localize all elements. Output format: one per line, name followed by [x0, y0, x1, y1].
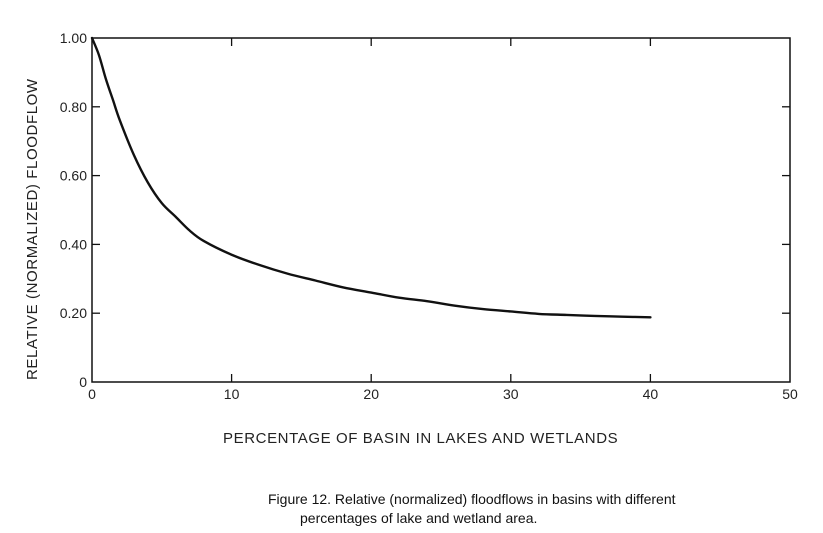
y-tick-label: 0.40: [60, 236, 87, 252]
y-tick-label: 0: [79, 374, 87, 390]
x-tick-label: 50: [782, 386, 798, 402]
y-tick-label: 0.20: [60, 305, 87, 321]
x-axis-title: PERCENTAGE OF BASIN IN LAKES AND WETLAND…: [223, 430, 618, 447]
x-tick-label: 0: [88, 386, 96, 402]
x-tick-label: 20: [363, 386, 379, 402]
x-tick-labels: 0 10 20 30 40 50: [88, 386, 798, 402]
figure-caption-line-2: percentages of lake and wetland area.: [300, 510, 538, 526]
y-tick-labels: 0 0.20 0.40 0.60 0.80 1.00: [60, 30, 87, 390]
x-tick-label: 10: [224, 386, 240, 402]
y-tick-label: 0.80: [60, 99, 87, 115]
y-tick-label: 0.60: [60, 168, 87, 184]
floodflow-curve: [90, 36, 652, 319]
figure-caption-line-1: Figure 12. Relative (normalized) floodfl…: [268, 491, 676, 507]
x-tick-label: 30: [503, 386, 519, 402]
y-axis-title: RELATIVE (NORMALIZED) FLOODFLOW: [24, 78, 41, 380]
x-tick-label: 40: [643, 386, 659, 402]
y-tick-label: 1.00: [60, 30, 87, 46]
plot-frame: [91, 37, 791, 383]
tick-marks: [92, 38, 790, 382]
